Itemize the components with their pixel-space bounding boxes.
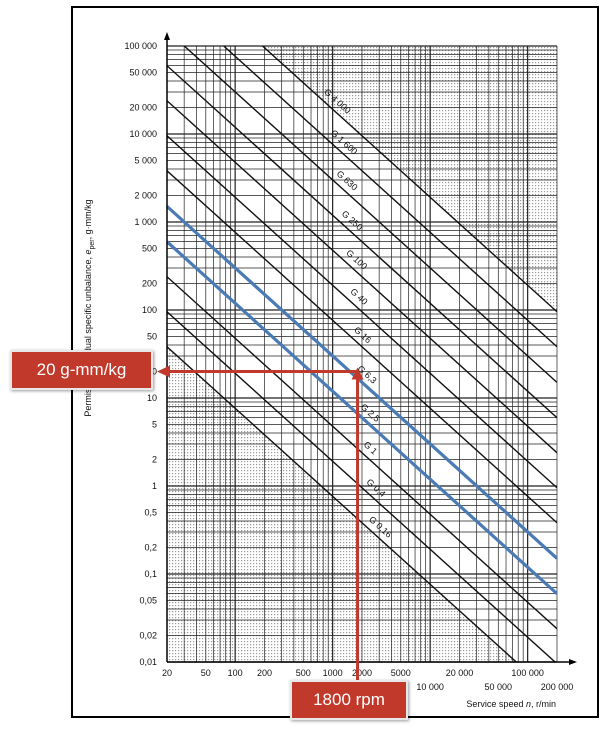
speed-arrow-head (351, 367, 364, 380)
y-tick-label: 5 000 (134, 155, 157, 165)
y-tick-label: 10 000 (129, 129, 157, 139)
grade-label: G 40 (348, 286, 369, 306)
y-tick-label: 200 (142, 279, 157, 289)
y-tick-label: 10 (147, 393, 157, 403)
grade-label: G 250 (340, 209, 365, 233)
x-tick-label: 50 (201, 668, 211, 678)
x-tick-label: 20 (162, 668, 172, 678)
grade-line (167, 65, 557, 419)
y-tick-label: 50 000 (129, 67, 157, 77)
x-tick-label: 1000 (323, 668, 343, 678)
grade-label: G 0,4 (364, 477, 387, 499)
y-tick-label: 50 (147, 331, 157, 341)
grid (166, 45, 558, 663)
grade-line (167, 346, 518, 662)
unbalance-callout: 20 g-mm/kg (10, 350, 153, 390)
grade-label: G 630 (335, 169, 360, 193)
grade-line (167, 276, 557, 630)
x-tick-label: 5000 (391, 668, 411, 678)
y-axis-arrow (164, 32, 170, 40)
y-tick-label: 0,01 (139, 657, 157, 667)
x-axis-title: Service speed n, r/min (466, 699, 556, 709)
y-tick-label: 0,02 (139, 631, 157, 641)
unbalance-arrow-head (157, 365, 170, 378)
y-tick-label: 2 (152, 455, 157, 465)
y-tick-label: 5 (152, 419, 157, 429)
y-tick-label: 0,5 (144, 507, 157, 517)
y-tick-label: 100 000 (124, 41, 157, 51)
grade-label: G 16 (352, 325, 373, 345)
y-tick-label: 100 (142, 305, 157, 315)
highlight-line (167, 240, 557, 595)
y-tick-label: 1 000 (134, 217, 157, 227)
highlight-lines (167, 205, 557, 595)
x-tick-label: 2000 (352, 668, 372, 678)
highlight-line (167, 205, 557, 560)
y-tick-label: 20 000 (129, 103, 157, 113)
grade-line (167, 170, 557, 524)
x-tick-label: 100 000 (511, 668, 544, 678)
grade-line (167, 100, 557, 454)
chart-frame: G 4 000 G 1 600 G 630 G 250 G 100 G 40 G 16 G 6… (71, 6, 599, 718)
annotation-arrows (157, 365, 364, 698)
y-tick-label: 0,2 (144, 543, 157, 553)
x-tick-label: 10 000 (416, 682, 444, 692)
x-tick-label: 20 000 (446, 668, 474, 678)
grade-line (261, 46, 557, 313)
y-tick-label: 1 (152, 481, 157, 491)
x-tick-label: 100 (228, 668, 243, 678)
y-tick-label: 0,1 (144, 569, 157, 579)
y-axis-title: Permissible residual specific unbalance,… (83, 199, 96, 416)
x-tick-label: 200 000 (541, 682, 574, 692)
y-tick-label: 500 (142, 243, 157, 253)
x-axis-arrow (569, 659, 577, 665)
grade-line (183, 46, 557, 383)
x-tick-label: 200 (257, 668, 272, 678)
grade-line (222, 46, 557, 348)
speed-callout: 1800 rpm (290, 680, 408, 720)
grade-line (167, 135, 557, 489)
y-tick-label: 0,05 (139, 595, 157, 605)
x-tick-label: 50 000 (485, 682, 513, 692)
y-tick-label: 2 000 (134, 191, 157, 201)
x-tick-label: 500 (296, 668, 311, 678)
